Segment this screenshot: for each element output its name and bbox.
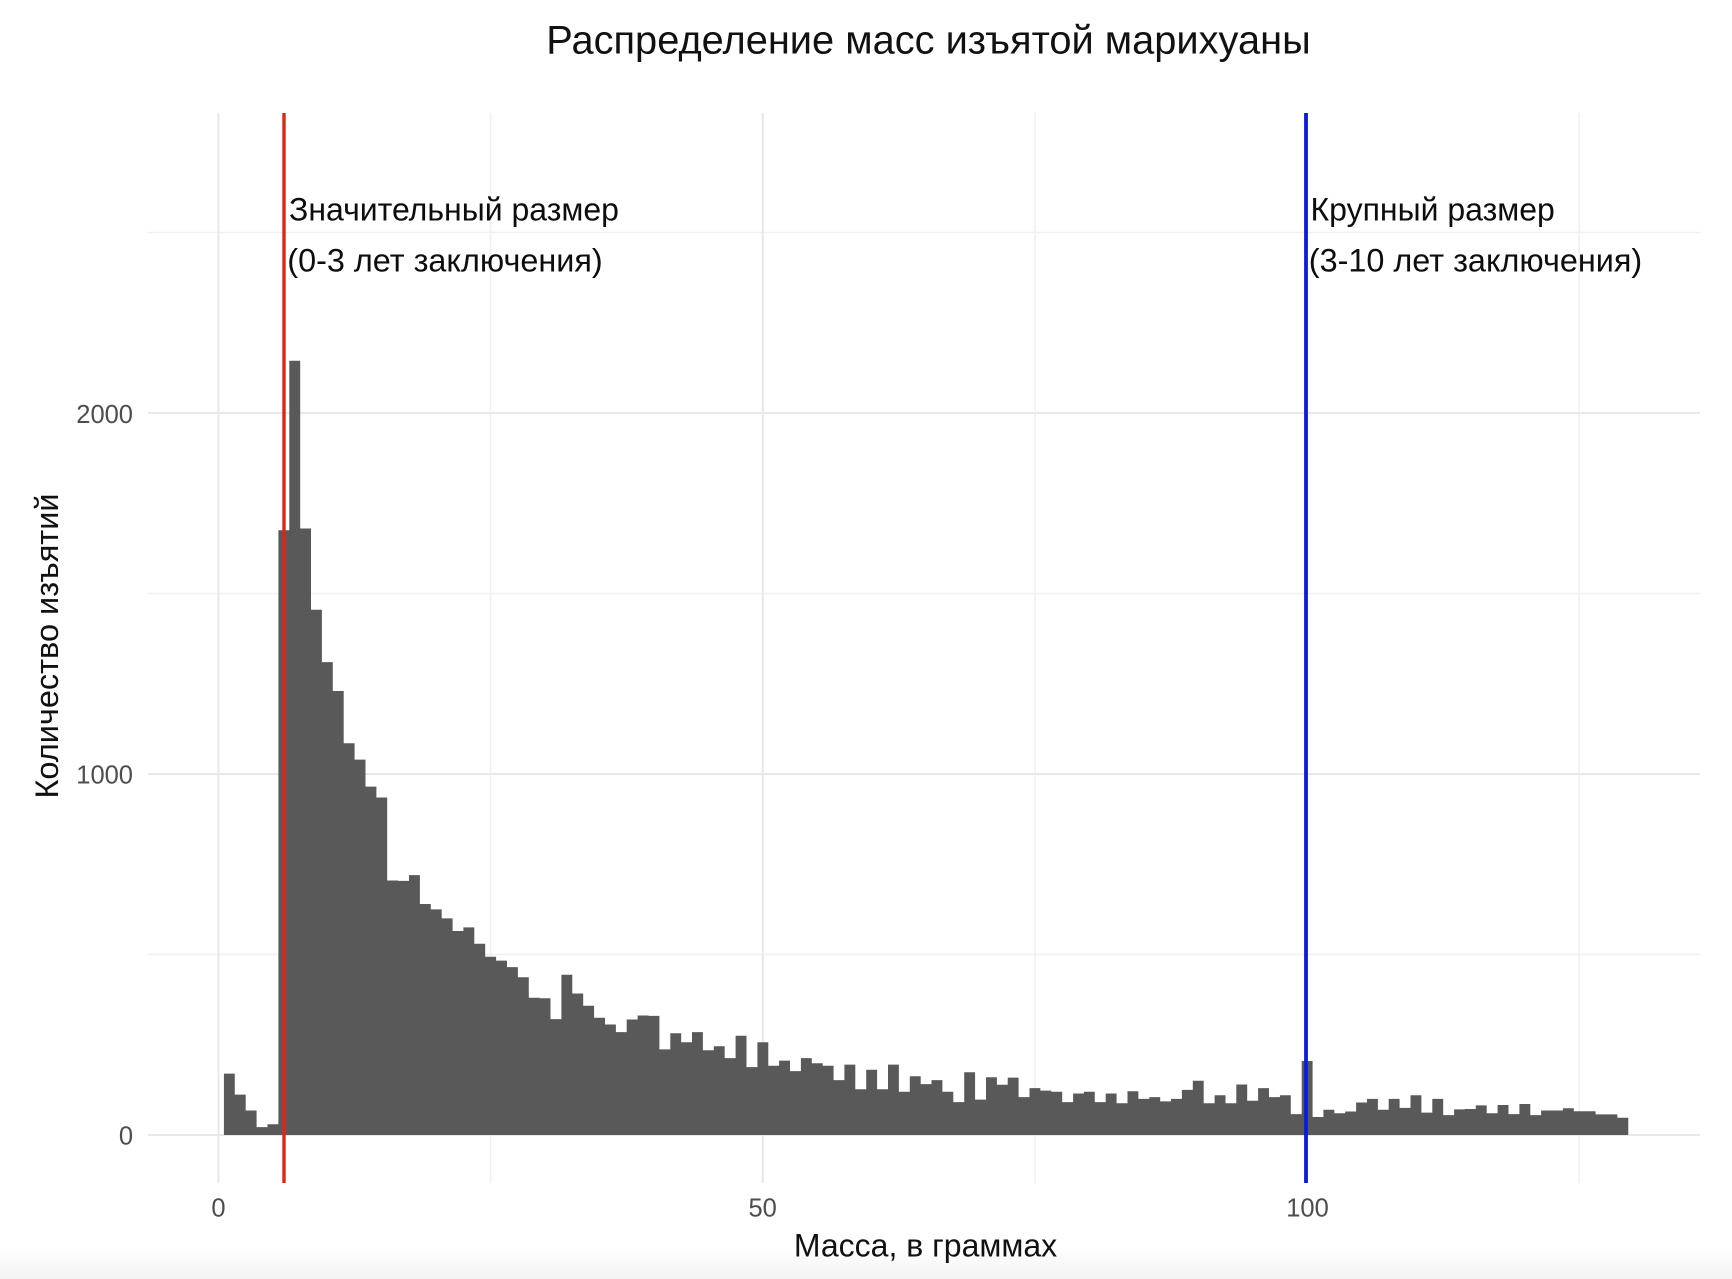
svg-text:2000: 2000 (76, 401, 133, 429)
svg-text:(3-10 лет заключения): (3-10 лет заключения) (1309, 243, 1642, 279)
svg-text:(0-3 лет заключения): (0-3 лет заключения) (287, 243, 602, 279)
svg-text:Крупный размер: Крупный размер (1311, 192, 1555, 228)
svg-text:0: 0 (211, 1194, 225, 1222)
svg-text:100: 100 (1286, 1194, 1329, 1222)
svg-text:1000: 1000 (76, 761, 133, 789)
svg-text:Количество изъятий: Количество изъятий (29, 493, 65, 798)
svg-text:Распределение масс изъятой мар: Распределение масс изъятой марихуаны (546, 19, 1310, 63)
svg-text:50: 50 (749, 1194, 777, 1222)
svg-text:Значительный размер: Значительный размер (289, 192, 619, 228)
svg-text:0: 0 (119, 1122, 133, 1150)
